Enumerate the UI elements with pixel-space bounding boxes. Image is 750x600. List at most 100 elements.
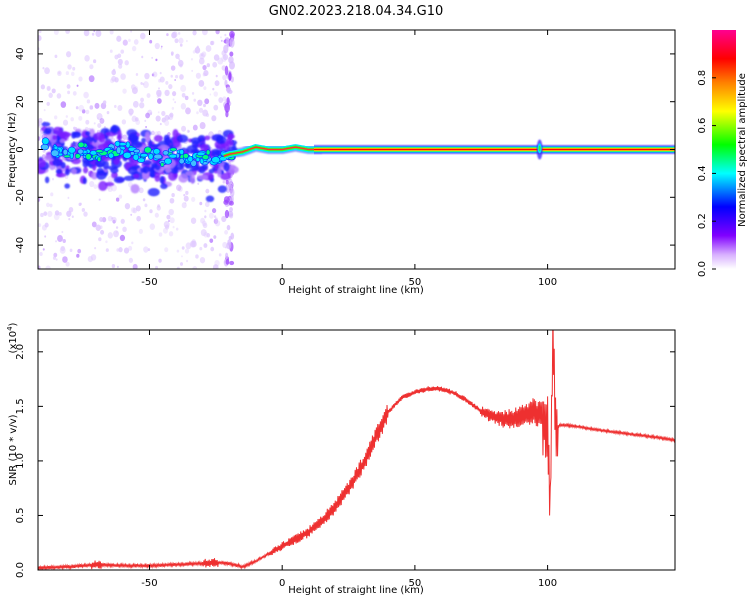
snr-scale-note: (x104) — [6, 322, 19, 353]
noise-speckle — [149, 112, 153, 115]
ridge-blob — [122, 151, 132, 159]
noise-speckle — [218, 253, 222, 257]
noise-speckle — [110, 184, 117, 192]
spectrogram-panel: -50 0 50 100 -40 -20 0 20 40 Height of straight… — [7, 29, 676, 296]
noise-speckle — [44, 67, 50, 75]
noise-speckle — [210, 246, 215, 252]
band-blob — [172, 128, 179, 139]
noise-speckle — [176, 184, 182, 191]
streak-speckle — [226, 86, 230, 94]
noise-speckle — [159, 122, 162, 126]
noise-speckle — [99, 118, 105, 124]
noise-speckle — [45, 265, 51, 269]
noise-speckle — [113, 230, 119, 238]
noise-speckle — [203, 103, 206, 108]
noise-speckle — [183, 193, 186, 197]
noise-speckle — [170, 51, 174, 55]
noise-speckle — [78, 76, 83, 82]
noise-speckle — [184, 95, 189, 101]
noise-speckle — [139, 102, 145, 109]
noise-speckle — [44, 235, 47, 238]
noise-speckle — [128, 257, 134, 263]
noise-speckle — [154, 212, 159, 218]
noise-speckle — [48, 92, 53, 99]
noise-speckle — [81, 109, 86, 114]
noise-speckle — [215, 217, 218, 221]
ridge-blob — [169, 147, 178, 152]
band-blob — [198, 165, 206, 174]
band-blob — [52, 159, 63, 167]
band-blob — [133, 173, 140, 179]
noise-speckle — [157, 130, 161, 136]
noise-speckle — [178, 37, 184, 44]
noise-speckle — [81, 207, 86, 212]
noise-speckle — [120, 218, 125, 224]
noise-speckle — [107, 232, 113, 239]
noise-speckle — [142, 82, 145, 86]
noise-speckle — [93, 184, 98, 189]
noise-speckle — [77, 248, 82, 254]
noise-speckle — [204, 209, 207, 213]
spectrogram-ridge-blobs — [40, 137, 236, 167]
noise-speckle — [155, 265, 159, 269]
band-blob — [220, 172, 232, 181]
noise-speckle — [55, 258, 58, 261]
band-blob — [178, 173, 189, 183]
noise-speckle — [211, 115, 217, 122]
figure-title: GN02.2023.218.04.34.G10 — [269, 4, 444, 19]
snr-x-tick-label: 100 — [538, 578, 557, 589]
noise-speckle — [181, 255, 183, 258]
noise-speckle — [155, 58, 158, 62]
noise-speckle — [39, 251, 43, 256]
band-blob — [216, 135, 227, 145]
noise-speckle — [69, 248, 73, 253]
band-blob — [142, 165, 149, 174]
noise-speckle — [144, 203, 148, 208]
noise-speckle — [210, 40, 214, 46]
noise-speckle — [181, 125, 187, 132]
noise-speckle — [90, 254, 97, 261]
noise-speckle — [158, 258, 162, 263]
noise-speckle — [172, 98, 175, 101]
noise-speckle — [38, 223, 42, 228]
noise-speckle — [204, 201, 210, 208]
streak-speckle — [226, 224, 231, 231]
noise-speckle — [170, 74, 173, 78]
noise-speckle — [116, 265, 119, 268]
colorbar-tick-label: 0.6 — [697, 118, 708, 134]
noise-speckle — [191, 69, 194, 72]
band-blob — [205, 195, 215, 203]
noise-speckle — [185, 39, 188, 43]
noise-speckle — [212, 87, 215, 91]
colorbar: 0.0 0.2 0.4 0.6 0.8 Normalized spectral ampl… — [697, 30, 748, 277]
noise-speckle — [171, 106, 175, 110]
noise-speckle — [214, 220, 221, 227]
noise-speckle — [222, 74, 227, 81]
ridge-blob — [116, 146, 122, 154]
ridge-blob — [211, 156, 221, 164]
band-blob — [116, 134, 122, 141]
noise-speckle — [127, 245, 133, 251]
ridge-blob — [133, 148, 141, 154]
noise-speckle — [174, 38, 179, 44]
noise-speckle — [62, 238, 66, 244]
noise-speckle — [124, 60, 129, 66]
noise-speckle — [76, 84, 79, 87]
noise-speckle — [195, 50, 198, 53]
noise-speckle — [185, 107, 191, 115]
noise-speckle — [40, 212, 44, 218]
noise-speckle — [116, 35, 122, 42]
ridge-blob — [40, 143, 49, 151]
band-blob — [197, 134, 206, 142]
noise-speckle — [140, 81, 143, 85]
ridge-blob — [205, 149, 211, 156]
noise-speckle — [54, 210, 60, 216]
ridge-blob — [77, 141, 85, 148]
spectrogram-y-axis-label: Frequency (Hz) — [7, 112, 18, 188]
ridge-blob — [85, 153, 92, 160]
ridge-blob — [168, 153, 178, 159]
noise-speckle — [201, 30, 208, 36]
noise-speckle — [190, 58, 194, 61]
noise-speckle — [208, 212, 214, 219]
noise-speckle — [164, 120, 170, 126]
